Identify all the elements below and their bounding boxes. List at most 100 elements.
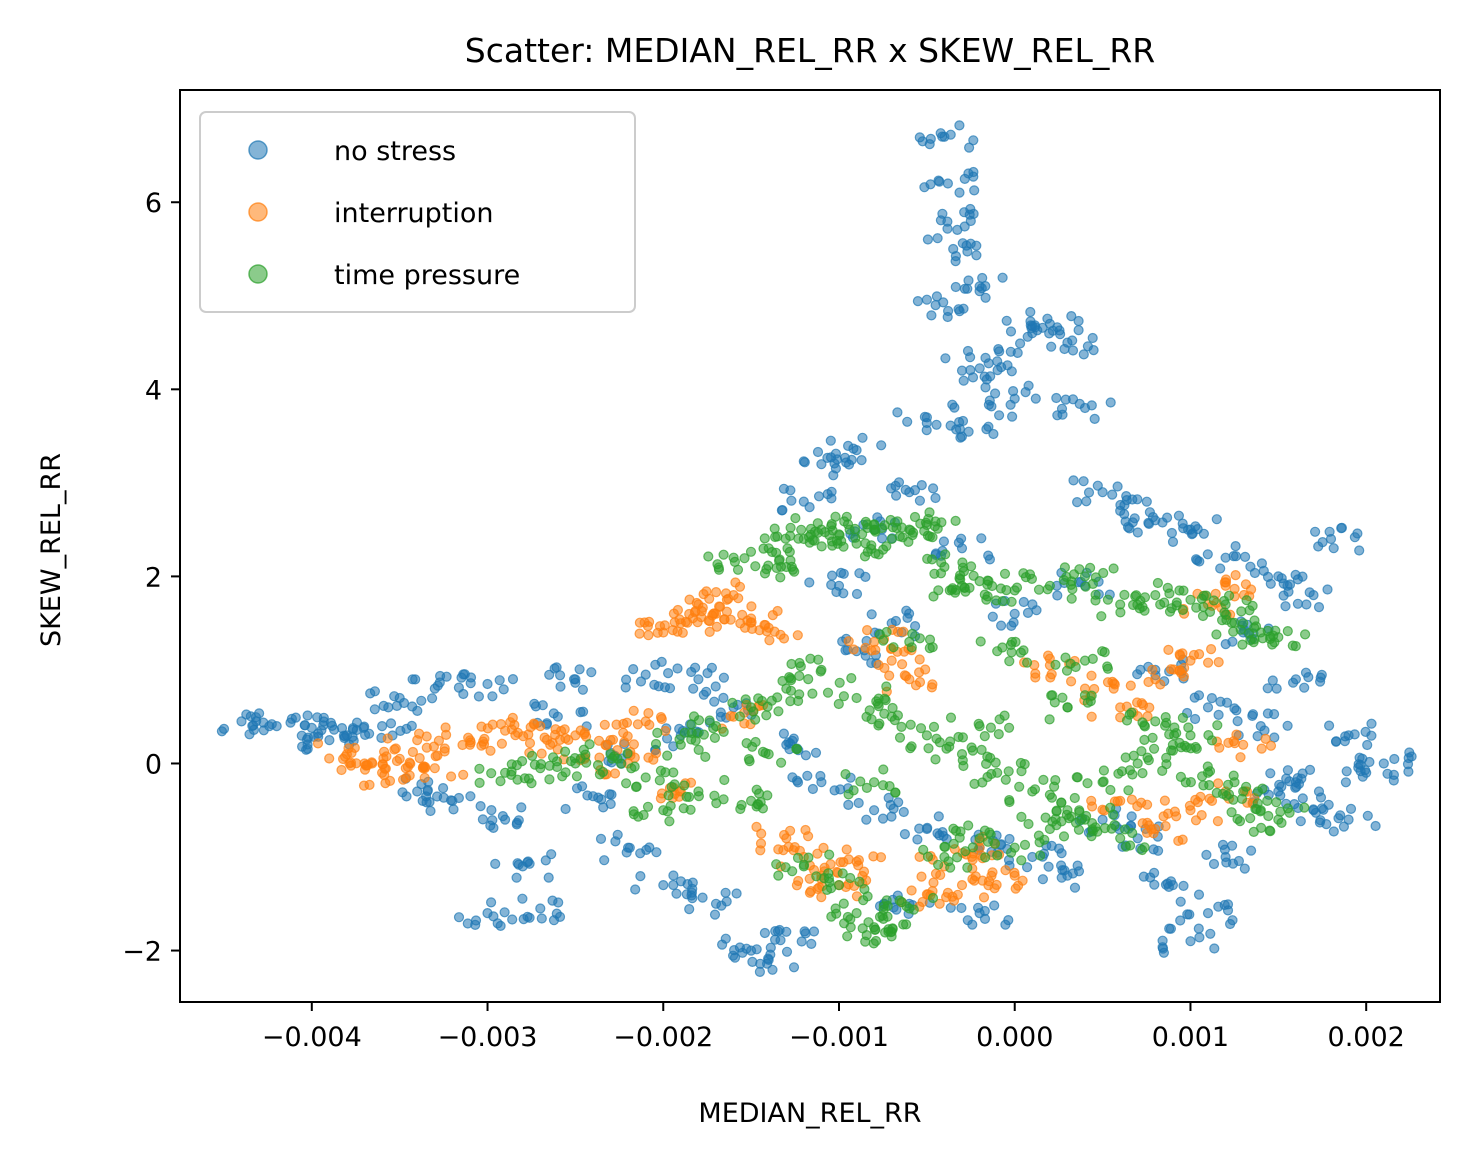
scatter-point — [494, 675, 505, 686]
scatter-point — [945, 129, 956, 140]
x-tick-label: 0.000 — [976, 1022, 1053, 1053]
scatter-point — [302, 710, 313, 721]
scatter-point — [894, 531, 905, 542]
scatter-point — [997, 642, 1008, 653]
scatter-point — [495, 718, 507, 730]
scatter-point — [788, 962, 800, 973]
scatter-point — [574, 664, 585, 675]
scatter-point — [369, 704, 380, 715]
scatter-point — [264, 721, 275, 732]
scatter-point — [952, 889, 963, 900]
scatter-point — [919, 525, 930, 537]
scatter-point — [720, 887, 731, 898]
scatter-point — [604, 789, 615, 800]
scatter-point — [1012, 347, 1023, 358]
scatter-point — [703, 615, 714, 626]
scatter-point — [933, 811, 944, 822]
scatter-point — [703, 551, 714, 562]
scatter-point — [486, 804, 497, 816]
scatter-point — [896, 659, 908, 670]
scatter-point — [1136, 746, 1147, 757]
scatter-point — [893, 797, 904, 808]
scatter-point — [1228, 794, 1239, 805]
scatter-point — [752, 799, 763, 810]
scatter-point — [856, 455, 867, 466]
scatter-point — [851, 907, 862, 919]
scatter-point — [439, 746, 450, 757]
scatter-point — [967, 854, 978, 865]
scatter-point — [999, 568, 1011, 579]
scatter-point — [1232, 715, 1243, 727]
scatter-point — [824, 849, 835, 860]
scatter-point — [957, 755, 968, 766]
scatter-point — [407, 746, 418, 758]
scatter-point — [711, 798, 722, 809]
scatter-point — [963, 275, 974, 286]
scatter-point — [718, 692, 729, 704]
scatter-point — [1336, 522, 1348, 534]
scatter-point — [771, 859, 782, 870]
scatter-point — [845, 922, 856, 933]
scatter-point — [655, 765, 667, 776]
scatter-point — [986, 401, 997, 412]
scatter-point — [580, 749, 591, 760]
scatter-point — [974, 363, 985, 374]
scatter-point — [919, 182, 930, 193]
scatter-point — [1212, 815, 1224, 827]
scatter-point — [600, 739, 611, 751]
scatter-point — [1014, 338, 1026, 349]
scatter-point — [537, 700, 548, 711]
scatter-point — [812, 446, 824, 458]
scatter-point — [1164, 588, 1175, 599]
scatter-point — [1164, 606, 1176, 617]
scatter-point — [655, 711, 667, 723]
scatter-point — [866, 609, 877, 620]
scatter-point — [804, 577, 815, 588]
scatter-point — [914, 132, 925, 143]
scatter-point — [876, 533, 888, 544]
scatter-point — [486, 768, 497, 779]
scatter-point — [1193, 690, 1205, 701]
scatter-point — [598, 802, 609, 813]
scatter-point — [1257, 783, 1268, 794]
scatter-point — [920, 517, 932, 528]
scatter-point — [517, 893, 528, 904]
scatter-point — [753, 788, 765, 799]
scatter-point — [299, 720, 310, 731]
scatter-point — [1105, 784, 1116, 796]
scatter-point — [907, 628, 918, 640]
scatter-point — [1068, 475, 1079, 486]
scatter-point — [984, 554, 996, 565]
scatter-point — [980, 382, 991, 393]
scatter-point — [798, 859, 810, 870]
scatter-point — [989, 388, 1001, 399]
scatter-point — [857, 923, 868, 934]
scatter-point — [860, 936, 871, 947]
scatter-point — [1262, 795, 1273, 807]
scatter-point — [1256, 743, 1267, 754]
scatter-point — [861, 519, 873, 530]
scatter-point — [1106, 823, 1117, 834]
scatter-point — [938, 536, 950, 547]
scatter-point — [1058, 831, 1070, 842]
scatter-point — [782, 543, 793, 554]
scatter-point — [1197, 610, 1209, 622]
scatter-point — [1178, 880, 1189, 892]
scatter-point — [1335, 810, 1346, 821]
scatter-point — [440, 722, 451, 733]
scatter-point — [812, 848, 823, 859]
scatter-point — [774, 924, 785, 936]
scatter-point — [607, 734, 619, 745]
scatter-point — [775, 757, 787, 768]
scatter-point — [858, 895, 869, 906]
scatter-point — [826, 570, 838, 581]
scatter-point — [709, 696, 720, 707]
scatter-point — [1021, 862, 1033, 873]
scatter-point — [1005, 847, 1017, 858]
scatter-point — [251, 716, 262, 727]
scatter-point — [1176, 742, 1187, 753]
scatter-point — [985, 829, 996, 840]
scatter-point — [407, 674, 418, 685]
scatter-point — [1016, 766, 1027, 777]
scatter-point — [835, 567, 847, 579]
